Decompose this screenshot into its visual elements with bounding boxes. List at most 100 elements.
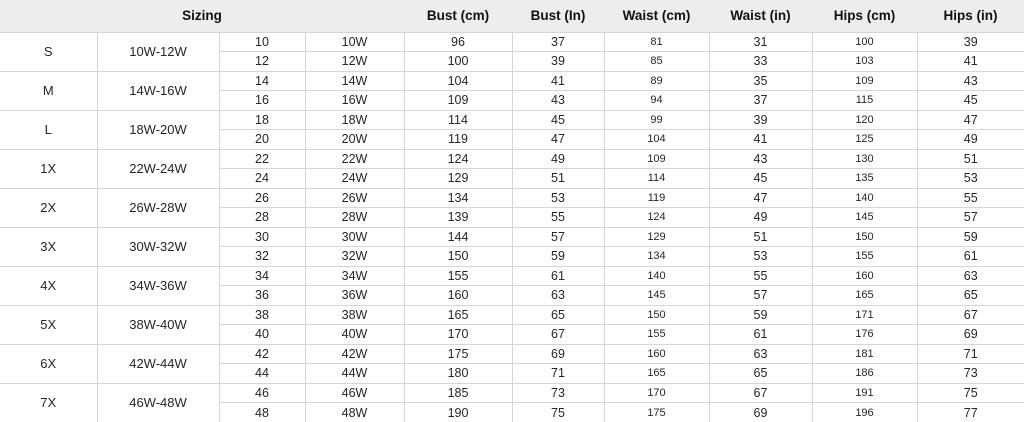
waist-in-column-header: Waist (in)	[709, 0, 812, 33]
waist-cm-cell: 170	[603, 382, 710, 403]
hips-in-cell: 61	[916, 246, 1024, 267]
hips-cm-cell: 181	[811, 343, 918, 364]
waist-cm-cell: 124	[603, 207, 710, 228]
numeric-size-cell: 10	[218, 31, 306, 52]
bust-in-cell: 61	[511, 265, 605, 286]
letter-size-cell: 7X	[0, 382, 98, 422]
w-size-cell: 46W	[304, 382, 405, 403]
numeric-size-cell: 38	[218, 304, 306, 325]
bust-cm-cell: 134	[403, 187, 513, 208]
hips-in-cell: 75	[916, 382, 1024, 403]
bust-in-cell: 49	[511, 148, 605, 169]
table-header: Sizing Bust (cm) Bust (In) Waist (cm) Wa…	[0, 0, 1024, 33]
letter-size-cell: 2X	[0, 187, 98, 228]
hips-cm-cell: 186	[811, 363, 918, 384]
bust-cm-cell: 139	[403, 207, 513, 228]
table-row: 5X 38W-40W 38 38W 165 65 150 59 171 67	[0, 304, 1024, 345]
table-row: M 14W-16W 14 14W 104 41 89 35 109 43	[0, 70, 1024, 111]
waist-cm-cell: 160	[603, 343, 710, 364]
w-size-cell: 44W	[304, 363, 405, 384]
numeric-size-cell: 44	[218, 363, 306, 384]
hips-cm-cell: 160	[811, 265, 918, 286]
table-row: 4X 34W-36W 34 34W 155 61 140 55 160 63	[0, 265, 1024, 306]
table-row: 36 36W 160 63 145 57 165 65	[0, 285, 1024, 306]
waist-in-cell: 41	[708, 129, 813, 150]
waist-in-cell: 67	[708, 382, 813, 403]
w-size-cell: 14W	[304, 70, 405, 91]
bust-in-cell: 47	[511, 129, 605, 150]
bust-cm-cell: 96	[403, 31, 513, 52]
w-size-cell: 38W	[304, 304, 405, 325]
letter-size-cell: M	[0, 70, 98, 111]
letter-size-cell: 5X	[0, 304, 98, 345]
hips-cm-cell: 130	[811, 148, 918, 169]
hips-in-cell: 49	[916, 129, 1024, 150]
w-size-cell: 48W	[304, 402, 405, 422]
bust-cm-cell: 170	[403, 324, 513, 345]
waist-in-cell: 51	[708, 226, 813, 247]
w-size-cell: 26W	[304, 187, 405, 208]
numeric-size-cell: 26	[218, 187, 306, 208]
waist-in-cell: 57	[708, 285, 813, 306]
waist-in-cell: 43	[708, 148, 813, 169]
bust-cm-cell: 109	[403, 90, 513, 111]
waist-cm-cell: 85	[603, 51, 710, 72]
waist-in-cell: 55	[708, 265, 813, 286]
hips-cm-cell: 115	[811, 90, 918, 111]
w-size-cell: 42W	[304, 343, 405, 364]
letter-size-cell: 1X	[0, 148, 98, 189]
letter-size-cell: 3X	[0, 226, 98, 267]
bust-in-column-header: Bust (In)	[512, 0, 604, 33]
waist-cm-cell: 155	[603, 324, 710, 345]
hips-cm-cell: 165	[811, 285, 918, 306]
bust-in-cell: 67	[511, 324, 605, 345]
size-range-cell: 18W-20W	[96, 109, 220, 150]
bust-cm-cell: 155	[403, 265, 513, 286]
hips-in-cell: 59	[916, 226, 1024, 247]
numeric-size-cell: 18	[218, 109, 306, 130]
bust-in-cell: 73	[511, 382, 605, 403]
numeric-size-cell: 16	[218, 90, 306, 111]
hips-in-cell: 45	[916, 90, 1024, 111]
bust-cm-cell: 175	[403, 343, 513, 364]
size-range-cell: 42W-44W	[96, 343, 220, 384]
w-size-cell: 32W	[304, 246, 405, 267]
sizing-column-header: Sizing	[0, 0, 404, 33]
numeric-size-cell: 34	[218, 265, 306, 286]
bust-in-cell: 69	[511, 343, 605, 364]
waist-in-cell: 65	[708, 363, 813, 384]
bust-in-cell: 63	[511, 285, 605, 306]
bust-in-cell: 53	[511, 187, 605, 208]
hips-in-cell: 63	[916, 265, 1024, 286]
bust-cm-cell: 185	[403, 382, 513, 403]
table-row: 24 24W 129 51 114 45 135 53	[0, 168, 1024, 189]
hips-in-cell: 39	[916, 31, 1024, 52]
bust-in-cell: 41	[511, 70, 605, 91]
hips-in-cell: 65	[916, 285, 1024, 306]
waist-in-cell: 63	[708, 343, 813, 364]
waist-in-cell: 69	[708, 402, 813, 422]
numeric-size-cell: 32	[218, 246, 306, 267]
hips-cm-column-header: Hips (cm)	[812, 0, 917, 33]
table-row: 7X 46W-48W 46 46W 185 73 170 67 191 75	[0, 382, 1024, 422]
hips-in-cell: 71	[916, 343, 1024, 364]
bust-cm-cell: 129	[403, 168, 513, 189]
numeric-size-cell: 14	[218, 70, 306, 91]
table-row: 2X 26W-28W 26 26W 134 53 119 47 140 55	[0, 187, 1024, 228]
bust-in-cell: 37	[511, 31, 605, 52]
waist-in-cell: 53	[708, 246, 813, 267]
letter-size-cell: S	[0, 31, 98, 72]
numeric-size-cell: 40	[218, 324, 306, 345]
hips-cm-cell: 196	[811, 402, 918, 422]
bust-in-cell: 71	[511, 363, 605, 384]
bust-cm-cell: 104	[403, 70, 513, 91]
table-row: 6X 42W-44W 42 42W 175 69 160 63 181 71	[0, 343, 1024, 384]
numeric-size-cell: 48	[218, 402, 306, 422]
w-size-cell: 30W	[304, 226, 405, 247]
size-range-cell: 46W-48W	[96, 382, 220, 422]
table-row: 44 44W 180 71 165 65 186 73	[0, 363, 1024, 384]
w-size-cell: 34W	[304, 265, 405, 286]
table-row: S 10W-12W 10 10W 96 37 81 31 100 39	[0, 31, 1024, 72]
size-range-cell: 22W-24W	[96, 148, 220, 189]
